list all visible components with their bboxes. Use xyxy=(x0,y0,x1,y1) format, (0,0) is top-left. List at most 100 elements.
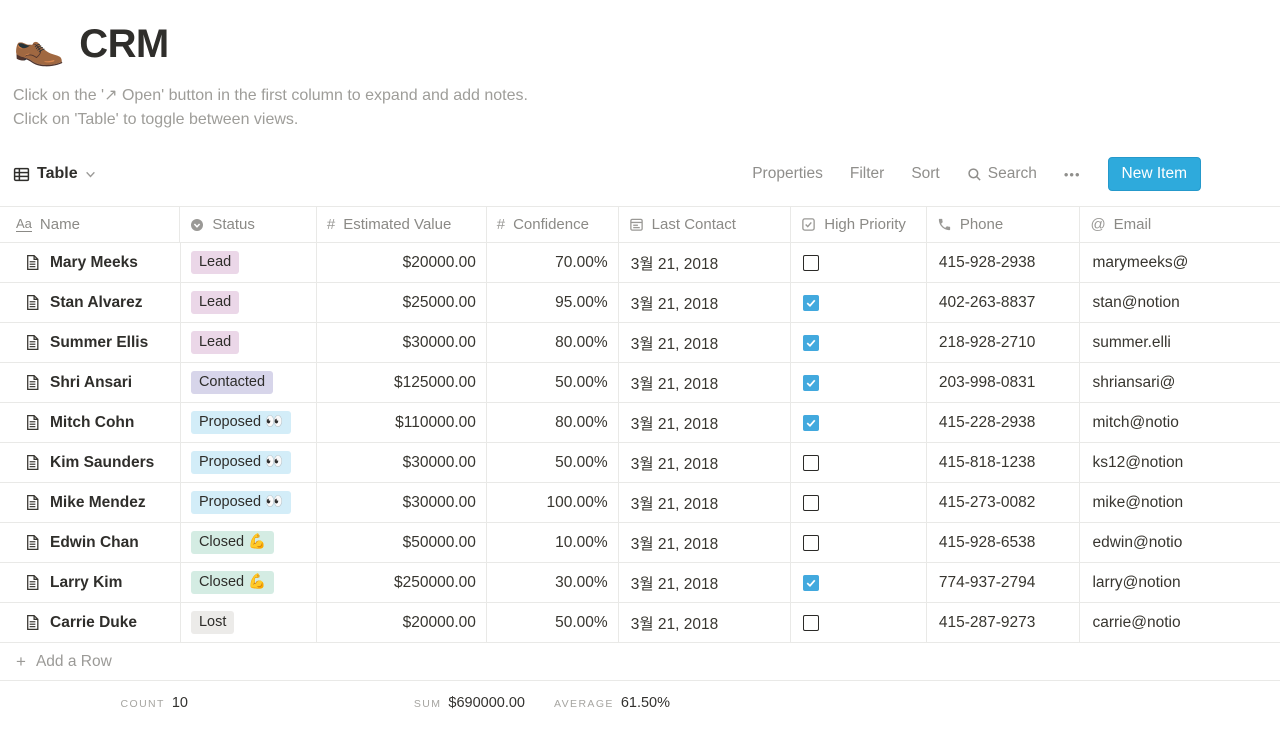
cell-phone[interactable]: 218-928-2710 xyxy=(927,323,1081,362)
cell-phone[interactable]: 415-273-0082 xyxy=(927,483,1081,522)
checkbox-unchecked[interactable] xyxy=(803,454,820,471)
cell-estimated-value[interactable]: $30000.00 xyxy=(317,323,487,362)
cell-phone[interactable]: 415-287-9273 xyxy=(927,603,1081,642)
column-header-status[interactable]: Status xyxy=(180,207,317,242)
cell-confidence[interactable]: 80.00% xyxy=(487,403,619,442)
cell-status[interactable]: Lost xyxy=(181,603,318,642)
cell-last-contact[interactable]: 3월 21, 2018 xyxy=(619,603,792,642)
cell-confidence[interactable]: 70.00% xyxy=(487,243,619,282)
cell-status[interactable]: Proposed 👀 xyxy=(181,443,318,482)
cell-confidence[interactable]: 100.00% xyxy=(487,483,619,522)
cell-name[interactable]: Larry Kim xyxy=(0,563,181,602)
cell-name[interactable]: Kim Saunders xyxy=(0,443,181,482)
cell-confidence[interactable]: 50.00% xyxy=(487,603,619,642)
cell-last-contact[interactable]: 3월 21, 2018 xyxy=(619,563,792,602)
cell-email[interactable]: stan@notion xyxy=(1092,293,1180,311)
cell-phone[interactable]: 415-928-6538 xyxy=(927,523,1081,562)
cell-last-contact[interactable]: 3월 21, 2018 xyxy=(619,323,792,362)
new-item-button[interactable]: New Item xyxy=(1107,157,1201,191)
cell-estimated-value[interactable]: $20000.00 xyxy=(317,243,487,282)
cell-email[interactable]: mike@notion xyxy=(1092,493,1184,511)
cell-name[interactable]: Summer Ellis xyxy=(0,323,181,362)
cell-last-contact[interactable]: 3월 21, 2018 xyxy=(619,483,792,522)
cell-phone[interactable]: 415-928-2938 xyxy=(927,243,1081,282)
cell-estimated-value[interactable]: $25000.00 xyxy=(317,283,487,322)
cell-name[interactable]: Stan Alvarez xyxy=(0,283,181,322)
cell-estimated-value[interactable]: $50000.00 xyxy=(317,523,487,562)
cell-phone[interactable]: 774-937-2794 xyxy=(927,563,1081,602)
checkbox-unchecked[interactable] xyxy=(803,254,820,271)
cell-estimated-value[interactable]: $20000.00 xyxy=(317,603,487,642)
cell-high-priority[interactable] xyxy=(791,283,927,322)
cell-status[interactable]: Closed 💪 xyxy=(181,563,318,602)
cell-email[interactable]: shriansari@ xyxy=(1092,373,1176,391)
column-header-confidence[interactable]: # Confidence xyxy=(487,207,619,242)
column-header-name[interactable]: Aa Name xyxy=(0,207,181,242)
cell-estimated-value[interactable]: $30000.00 xyxy=(317,443,487,482)
cell-last-contact[interactable]: 3월 21, 2018 xyxy=(619,523,792,562)
cell-status[interactable]: Closed 💪 xyxy=(181,523,318,562)
cell-email[interactable]: larry@notion xyxy=(1092,573,1181,591)
cell-high-priority[interactable] xyxy=(791,483,927,522)
cell-email[interactable]: marymeeks@ xyxy=(1092,253,1189,271)
cell-high-priority[interactable] xyxy=(791,563,927,602)
cell-name[interactable]: Edwin Chan xyxy=(0,523,181,562)
add-row-button[interactable]: + Add a Row xyxy=(0,643,1280,681)
cell-name[interactable]: Mitch Cohn xyxy=(0,403,181,442)
cell-last-contact[interactable]: 3월 21, 2018 xyxy=(619,243,792,282)
cell-last-contact[interactable]: 3월 21, 2018 xyxy=(619,283,792,322)
cell-email[interactable]: edwin@notio xyxy=(1092,533,1183,551)
cell-status[interactable]: Proposed 👀 xyxy=(181,483,318,522)
cell-confidence[interactable]: 50.00% xyxy=(487,443,619,482)
checkbox-checked[interactable] xyxy=(803,334,820,351)
toolbar-action-properties[interactable]: Properties xyxy=(752,165,823,182)
cell-status[interactable]: Lead xyxy=(181,323,318,362)
view-switcher-table[interactable]: Table xyxy=(13,165,96,183)
cell-confidence[interactable]: 80.00% xyxy=(487,323,619,362)
checkbox-unchecked[interactable] xyxy=(803,534,820,551)
cell-status[interactable]: Lead xyxy=(181,243,318,282)
column-header-value[interactable]: # Estimated Value xyxy=(317,207,487,242)
cell-status[interactable]: Contacted xyxy=(181,363,318,402)
more-options-button[interactable]: ••• xyxy=(1063,166,1081,182)
cell-last-contact[interactable]: 3월 21, 2018 xyxy=(619,403,792,442)
search-button[interactable]: Search xyxy=(967,165,1037,183)
column-header-date[interactable]: Last Contact xyxy=(619,207,792,242)
cell-status[interactable]: Proposed 👀 xyxy=(181,403,318,442)
cell-phone[interactable]: 203-998-0831 xyxy=(927,363,1081,402)
cell-name[interactable]: Carrie Duke xyxy=(0,603,181,642)
cell-confidence[interactable]: 30.00% xyxy=(487,563,619,602)
summary-count[interactable]: COUNT 10 xyxy=(0,695,198,711)
cell-confidence[interactable]: 10.00% xyxy=(487,523,619,562)
cell-high-priority[interactable] xyxy=(791,323,927,362)
cell-email[interactable]: carrie@notio xyxy=(1092,613,1181,631)
cell-phone[interactable]: 415-228-2938 xyxy=(927,403,1081,442)
column-header-phone[interactable]: Phone xyxy=(927,207,1081,242)
cell-confidence[interactable]: 95.00% xyxy=(487,283,619,322)
cell-estimated-value[interactable]: $125000.00 xyxy=(317,363,487,402)
cell-high-priority[interactable] xyxy=(791,363,927,402)
cell-estimated-value[interactable]: $30000.00 xyxy=(317,483,487,522)
column-header-email[interactable]: @ Email xyxy=(1080,207,1280,242)
checkbox-unchecked[interactable] xyxy=(803,614,820,631)
checkbox-checked[interactable] xyxy=(803,294,820,311)
cell-confidence[interactable]: 50.00% xyxy=(487,363,619,402)
cell-estimated-value[interactable]: $250000.00 xyxy=(317,563,487,602)
cell-email[interactable]: summer.elli xyxy=(1092,333,1171,351)
column-header-priority[interactable]: High Priority xyxy=(791,207,927,242)
cell-email[interactable]: ks12@notion xyxy=(1092,453,1184,471)
checkbox-checked[interactable] xyxy=(803,414,820,431)
cell-name[interactable]: Shri Ansari xyxy=(0,363,181,402)
cell-phone[interactable]: 402-263-8837 xyxy=(927,283,1081,322)
cell-phone[interactable]: 415-818-1238 xyxy=(927,443,1081,482)
cell-high-priority[interactable] xyxy=(791,523,927,562)
cell-high-priority[interactable] xyxy=(791,403,927,442)
cell-high-priority[interactable] xyxy=(791,443,927,482)
checkbox-checked[interactable] xyxy=(803,574,820,591)
cell-name[interactable]: Mary Meeks xyxy=(0,243,181,282)
cell-last-contact[interactable]: 3월 21, 2018 xyxy=(619,363,792,402)
checkbox-unchecked[interactable] xyxy=(803,494,820,511)
cell-estimated-value[interactable]: $110000.00 xyxy=(317,403,487,442)
toolbar-action-filter[interactable]: Filter xyxy=(849,165,885,182)
checkbox-checked[interactable] xyxy=(803,374,820,391)
